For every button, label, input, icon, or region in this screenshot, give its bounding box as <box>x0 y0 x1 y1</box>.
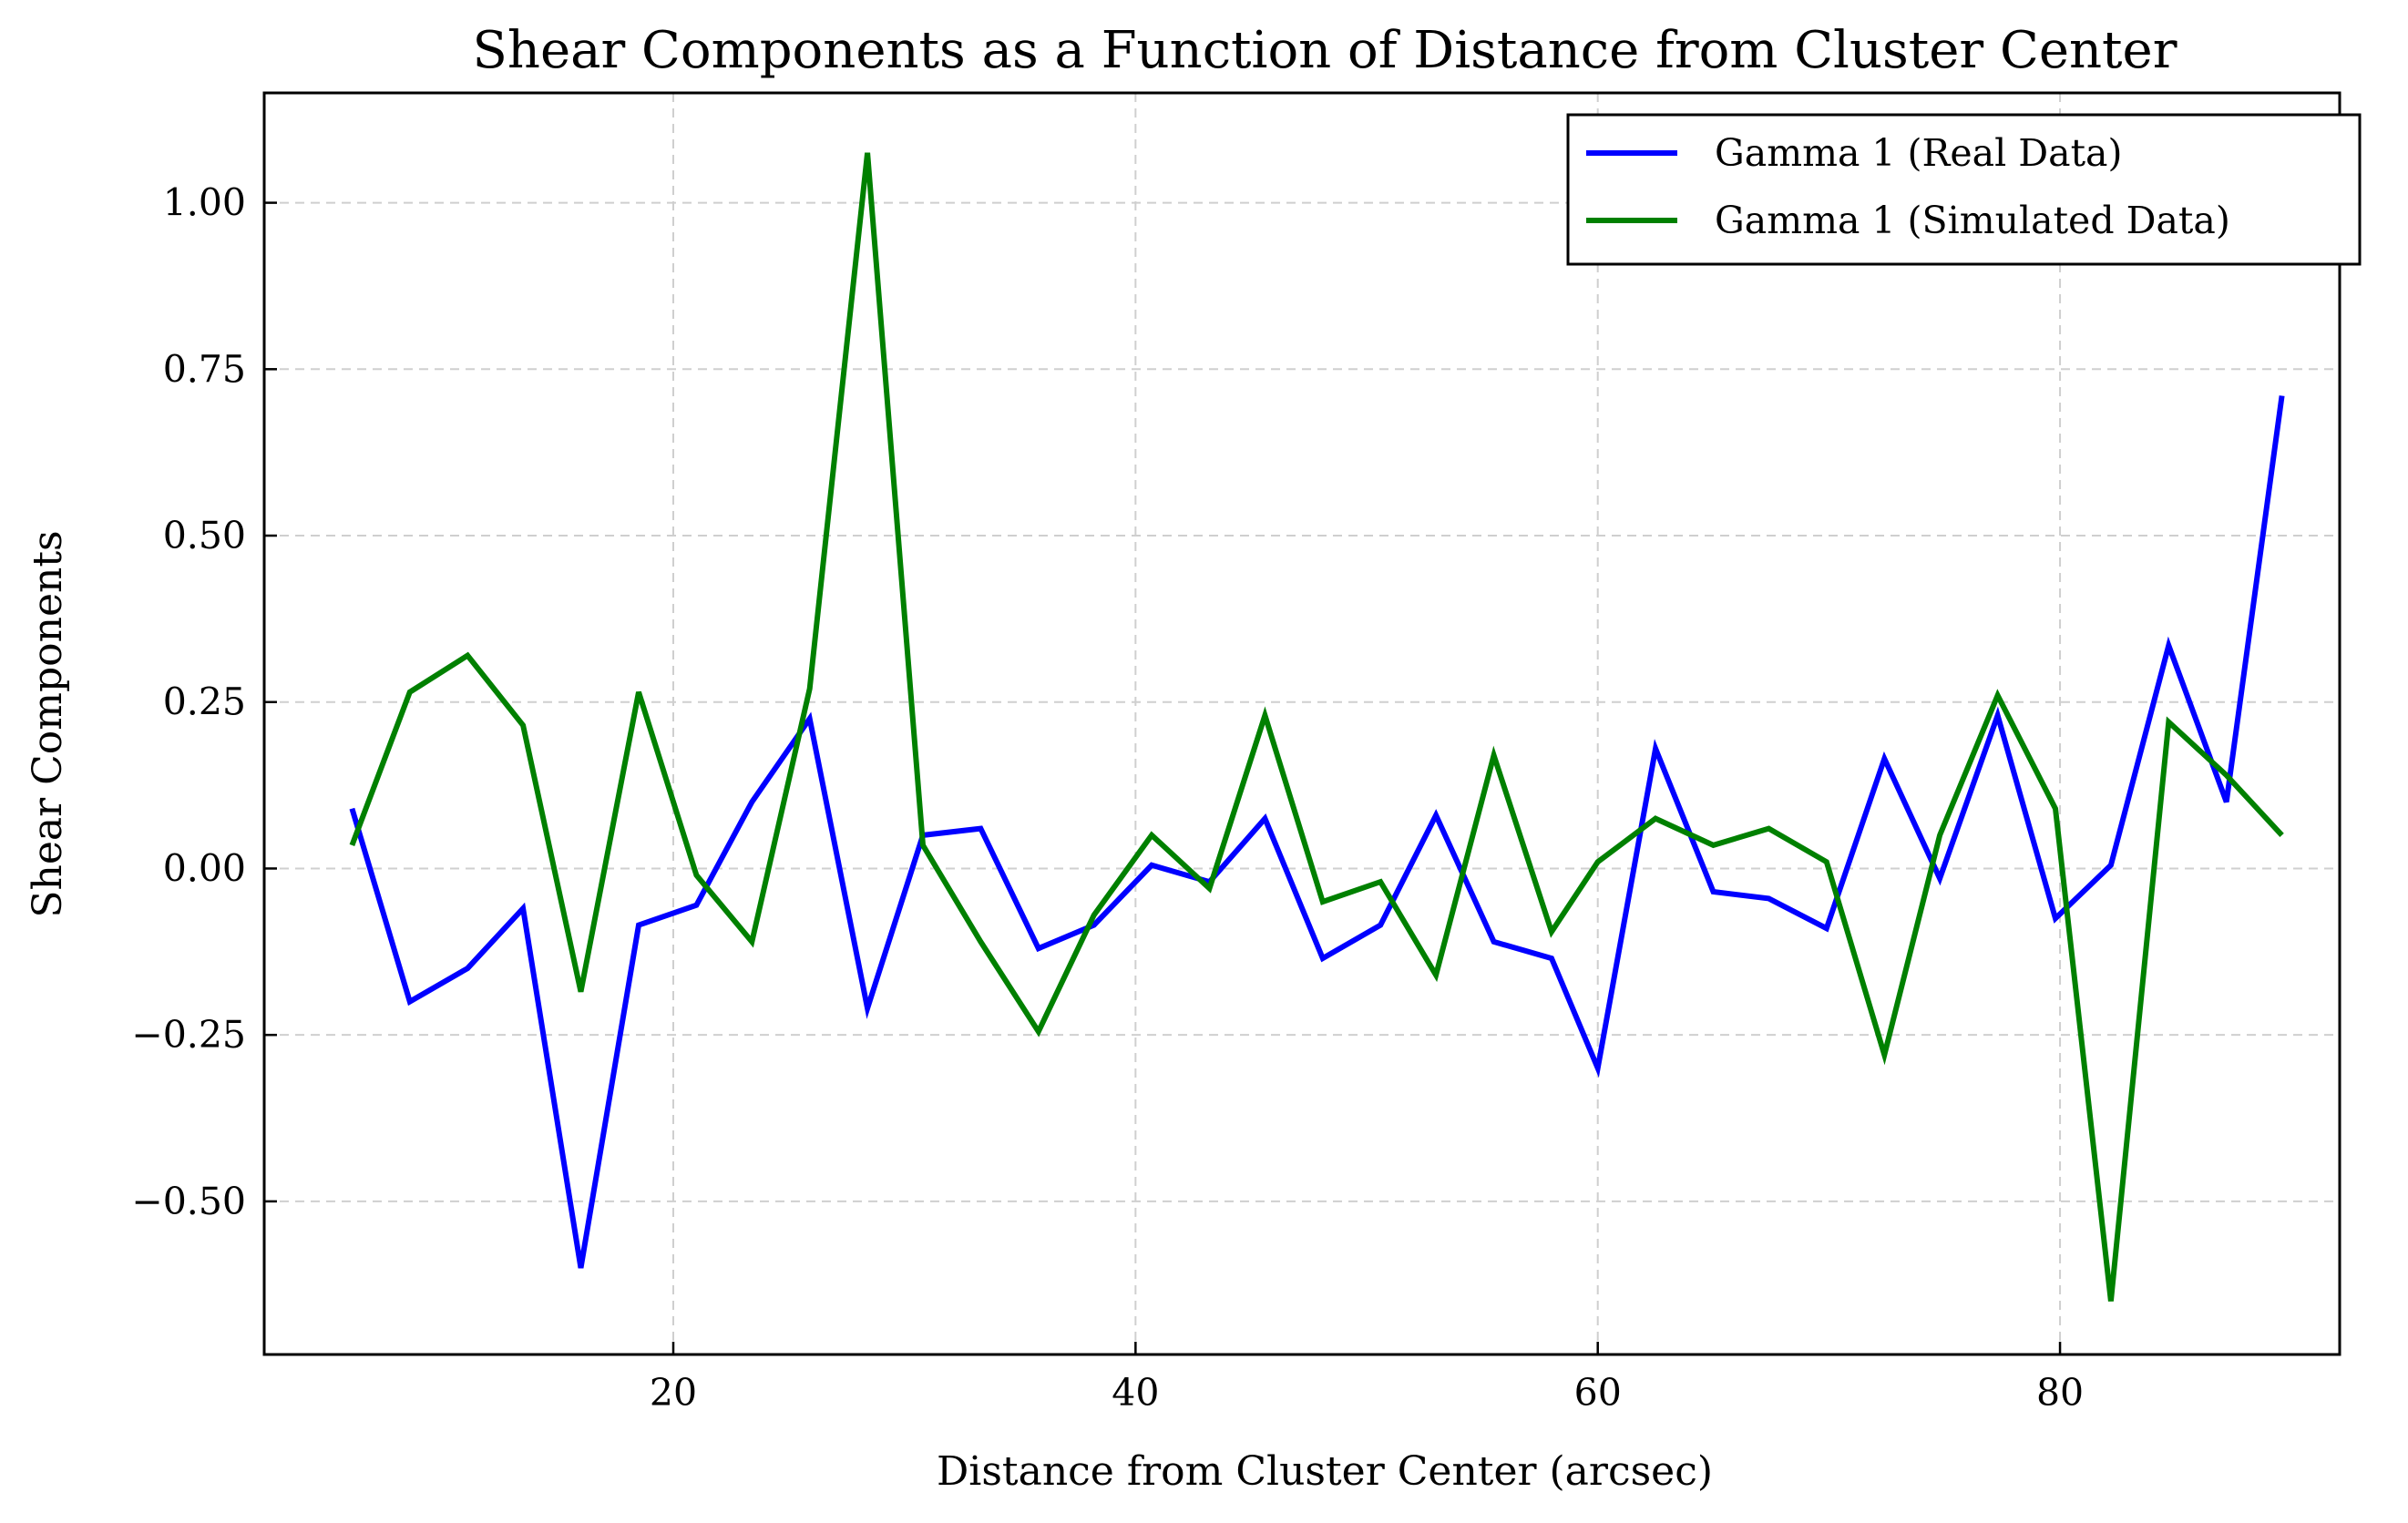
plot-area-frame <box>262 91 2341 1356</box>
x-tick-label: 80 <box>2036 1371 2084 1415</box>
x-tick-label: 40 <box>1112 1371 1159 1415</box>
y-tick-label: −0.50 <box>131 1180 246 1223</box>
y-axis-label: Shear Components <box>25 530 71 917</box>
x-tick-label: 60 <box>1574 1371 1622 1415</box>
y-tick-label: 0.50 <box>163 514 246 557</box>
x-tick-label: 20 <box>650 1371 697 1415</box>
chart-title: Shear Components as a Function of Distan… <box>473 21 2177 80</box>
series-line-real-data <box>349 395 2285 1269</box>
axis-ticks: 20 40 60 80 −0.50 −0.25 0.00 0.25 0.50 0.75 1.00 <box>131 181 2084 1415</box>
series-line-simulated-data <box>349 152 2284 1302</box>
y-tick-label: 0.75 <box>163 347 246 391</box>
y-tick-label: −0.25 <box>131 1013 246 1057</box>
legend-frame <box>1566 113 2362 266</box>
y-tick-label: 0.25 <box>163 680 246 724</box>
x-axis-label: Distance from Cluster Center (arcsec) <box>937 1448 1713 1495</box>
grid-lines <box>264 93 2340 1354</box>
legend-label-simulated: Gamma 1 (Simulated Data) <box>1715 199 2230 242</box>
legend-label-real: Gamma 1 (Real Data) <box>1715 131 2123 175</box>
y-tick-label: 1.00 <box>163 181 246 225</box>
legend: Gamma 1 (Real Data) Gamma 1 (Simulated D… <box>1566 113 2362 266</box>
y-tick-label: 0.00 <box>163 846 246 890</box>
series-lines <box>349 152 2285 1302</box>
